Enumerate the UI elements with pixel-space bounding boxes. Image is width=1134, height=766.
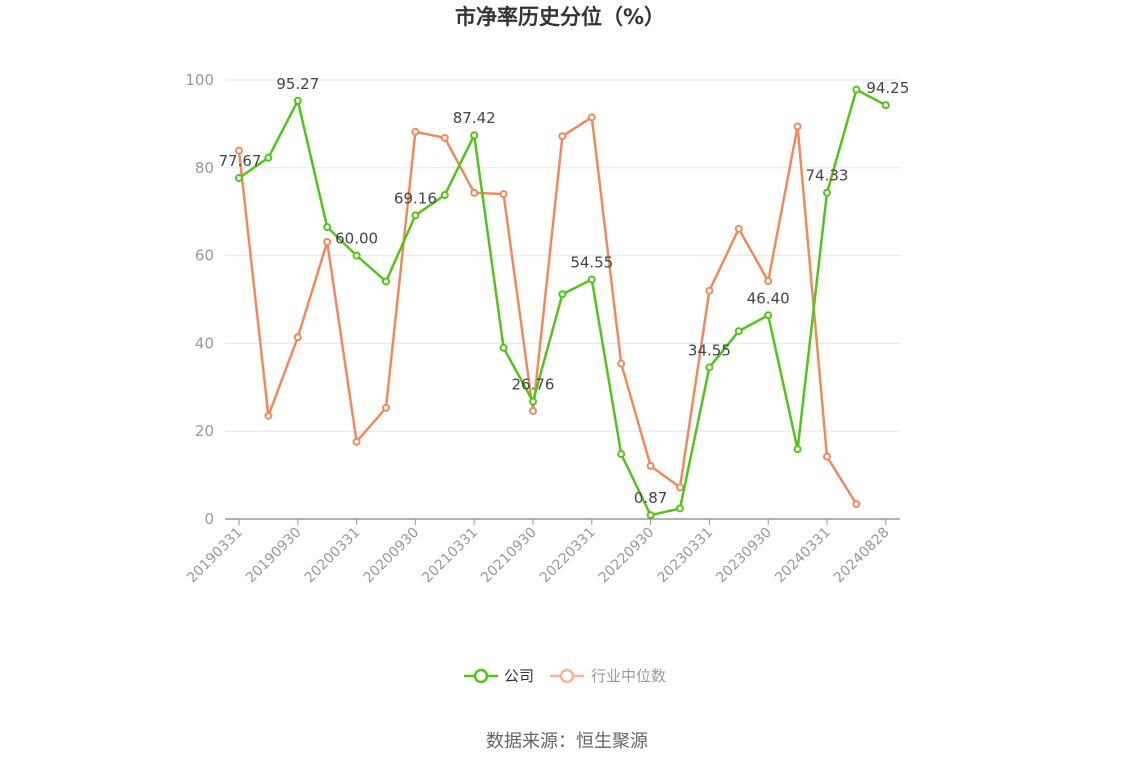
legend-industry-label: 行业中位数 (591, 667, 666, 685)
y-tick-label: 20 (195, 422, 214, 440)
data-point-company[interactable] (558, 290, 567, 299)
data-point-company[interactable] (470, 131, 479, 140)
data-point-company[interactable] (764, 311, 773, 320)
data-label-company: 54.55 (570, 254, 613, 272)
data-label-company: 60.00 (335, 230, 378, 248)
data-point-company[interactable] (235, 174, 243, 183)
data-point-industry[interactable] (852, 500, 861, 509)
data-label-company: 74.33 (806, 167, 849, 185)
x-tick-label: 20240828 (831, 525, 893, 587)
x-tick-label: 20190331 (184, 525, 246, 587)
data-point-company[interactable] (587, 275, 596, 284)
legend: 公司 行业中位数 (464, 667, 666, 685)
data-point-company[interactable] (264, 153, 273, 162)
grid-layer (225, 79, 900, 432)
data-point-company[interactable] (617, 450, 626, 459)
data-point-industry[interactable] (705, 286, 714, 295)
y-tick-label: 0 (204, 510, 214, 528)
x-tick-label: 20190930 (243, 525, 305, 587)
data-point-industry[interactable] (264, 411, 273, 420)
data-label-company: 34.55 (688, 341, 731, 359)
y-tick-label: 100 (185, 71, 214, 89)
data-point-company[interactable] (352, 251, 361, 260)
data-point-industry[interactable] (587, 113, 596, 122)
data-label-company: 95.27 (276, 75, 319, 93)
x-tick-label: 20200930 (361, 525, 423, 587)
data-point-company[interactable] (411, 211, 420, 220)
data-point-company[interactable] (382, 277, 390, 286)
legend-item-industry[interactable]: 行业中位数 (550, 667, 666, 685)
data-point-industry[interactable] (734, 224, 743, 233)
data-point-industry[interactable] (293, 333, 302, 342)
legend-industry-marker (559, 668, 575, 684)
data-point-industry[interactable] (440, 133, 449, 142)
x-tick-label: 20210331 (419, 525, 481, 587)
data-point-industry[interactable] (352, 437, 361, 446)
data-point-industry[interactable] (470, 188, 479, 197)
legend-item-company[interactable]: 公司 (464, 667, 534, 685)
data-label-company: 69.16 (394, 189, 437, 207)
x-tick-label: 20210930 (478, 525, 540, 587)
data-point-industry[interactable] (617, 359, 626, 368)
series-line-industry (237, 116, 858, 505)
data-source: 数据来源：恒生聚源 (486, 731, 648, 752)
label-layer: 77.67 95.27 60.00 69.16 87.42 26.76 54.55 0.87 3… (219, 75, 910, 507)
data-point-industry[interactable] (646, 461, 655, 470)
data-label-company: 94.25 (866, 79, 909, 97)
data-point-company[interactable] (881, 101, 890, 110)
data-point-company[interactable] (793, 445, 802, 454)
data-point-company[interactable] (676, 504, 684, 513)
x-tick-label: 20220930 (596, 525, 658, 587)
chart-title: 市净率历史分位（%） (455, 5, 665, 29)
data-point-industry[interactable] (411, 127, 420, 136)
data-point-company[interactable] (646, 511, 655, 520)
data-point-company[interactable] (705, 363, 714, 372)
data-point-company[interactable] (323, 223, 332, 232)
data-label-company: 26.76 (512, 376, 555, 394)
data-point-industry[interactable] (529, 407, 537, 416)
data-label-company: 77.67 (219, 152, 262, 170)
x-tick-label: 20240331 (772, 525, 834, 587)
data-point-industry[interactable] (676, 483, 684, 492)
data-point-company[interactable] (852, 85, 861, 94)
data-point-industry[interactable] (323, 237, 332, 246)
x-tick-label: 20220331 (537, 525, 599, 587)
data-label-company: 0.87 (634, 489, 667, 507)
data-point-industry[interactable] (558, 132, 567, 141)
x-tick-label: 20200331 (302, 525, 364, 587)
data-point-company[interactable] (440, 191, 449, 200)
data-point-industry[interactable] (235, 146, 243, 155)
legend-company-marker (473, 668, 489, 684)
data-point-company[interactable] (499, 343, 508, 352)
data-point-industry[interactable] (823, 452, 831, 461)
x-tick-label: 20230930 (713, 525, 775, 587)
data-point-industry[interactable] (793, 122, 802, 131)
data-label-company: 87.42 (453, 109, 496, 127)
y-tick-label: 40 (195, 334, 214, 352)
y-tick-label: 80 (195, 159, 214, 177)
data-label-company: 46.40 (747, 289, 790, 307)
data-point-industry[interactable] (382, 403, 390, 412)
y-tick-label: 60 (195, 247, 214, 265)
data-point-company[interactable] (734, 327, 743, 336)
legend-company-label: 公司 (504, 667, 534, 685)
series-layer (235, 85, 890, 520)
data-point-industry[interactable] (764, 277, 773, 286)
data-point-industry[interactable] (499, 190, 508, 199)
data-point-company[interactable] (823, 188, 831, 197)
data-point-company[interactable] (293, 96, 302, 105)
x-tick-label: 20230331 (655, 525, 717, 587)
data-point-company[interactable] (529, 397, 537, 406)
